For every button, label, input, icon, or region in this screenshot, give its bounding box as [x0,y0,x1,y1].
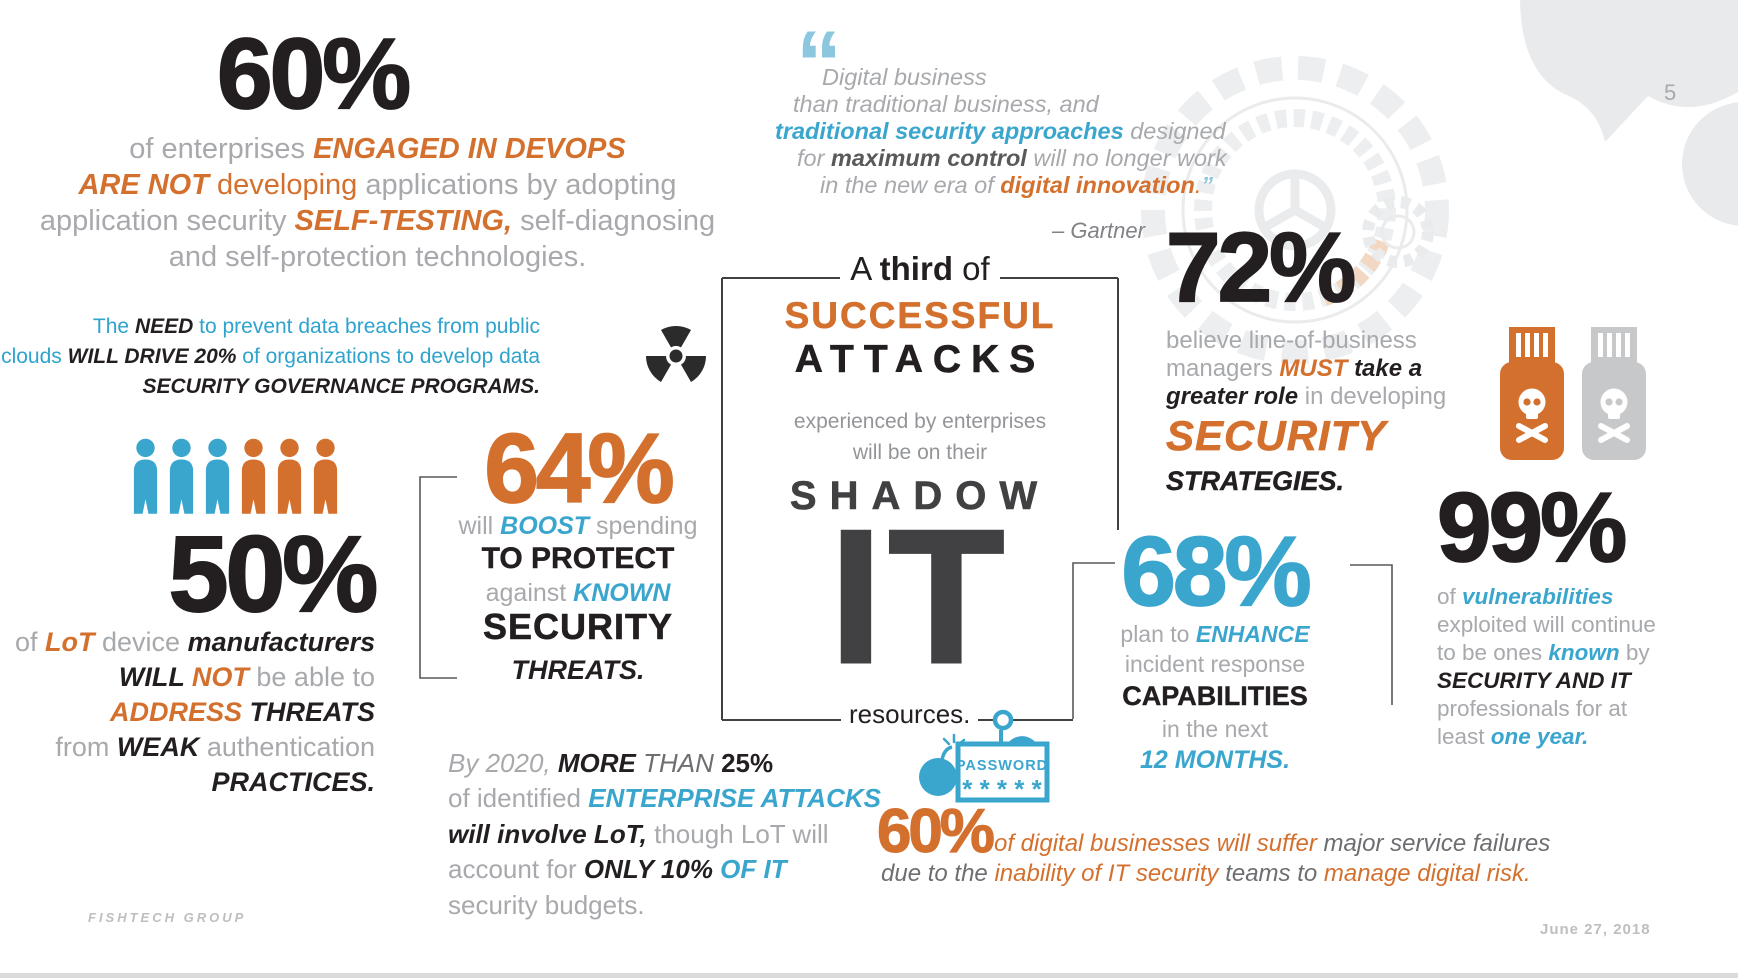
gears-watermark [1141,0,1738,364]
managers-text: believe line-of-business managers MUST ta… [1166,327,1446,411]
text-line: ADDRESS THREATS [109,697,375,727]
text-line: SECURITY AND IT [1437,668,1631,693]
usb-skull-drive-icon [1582,327,1646,460]
spending-line: SECURITY [482,606,674,648]
footer-date: June 27, 2018 [1540,921,1651,938]
text-line: The NEED to prevent data breaches from p… [92,315,540,338]
text-line: SECURITY GOVERNANCE PROGRAMS. [142,375,541,398]
spending-line: will BOOST spending [458,512,698,540]
spending-line: THREATS. [511,655,645,685]
text-line: ARE NOT developing applications by adopt… [78,169,677,201]
corner-bubble-arc [1682,102,1738,226]
spending-line: against KNOWN [485,579,671,607]
bottom-edge-bar [0,973,1738,978]
usb-skull-drive-icon [1500,327,1564,460]
people-row [130,437,341,515]
devops-text: of enterprises ENGAGED IN DEVOPS ARE NOT … [25,131,730,275]
text-line: will involve LoT, though LoT will [448,818,829,849]
text-line: of vulnerabilities [1437,584,1614,609]
stat-99-vulnerabilities: 99% [1436,472,1628,582]
quote-line: Digital business [822,64,987,90]
by2020-text: By 2020, MORE THAN 25% of identified ENTE… [448,746,881,923]
digital-line: due to the inability of IT security team… [881,860,1531,887]
managers-security: SECURITY [1166,412,1387,460]
person-icon [169,438,194,514]
iot-text: of LoT device manufacturers WILL NOT be a… [15,625,375,800]
password-box-icon: PASSWORD * * * * * [955,741,1050,804]
text-line: By 2020, MORE THAN 25% [448,748,774,778]
text-line: professionals for at [1437,696,1628,721]
bracket-68-right [1350,564,1393,705]
incident-line: CAPABILITIES [1122,681,1308,711]
text-line: security budgets. [448,889,645,920]
stat-68-incident: 68% [1120,516,1312,626]
text-line: believe line-of-business [1166,327,1417,354]
footer-brand: FISHTECH GROUP [88,910,247,925]
incident-line: 12 MONTHS. [1139,746,1291,774]
usb-icons [1500,327,1646,460]
password-bomb-icons: PASSWORD * * * * * [919,733,1050,804]
incident-line: incident response [1124,651,1306,677]
text-line: to be ones known by [1437,640,1650,665]
text-line: least one year. [1437,724,1589,749]
text-line: of enterprises ENGAGED IN DEVOPS [129,133,626,165]
stat-50-iot-block: 50% [15,513,380,634]
incident-line: in the next [1161,716,1269,742]
quote-open-icon: “ [796,13,842,115]
person-icon [313,438,338,514]
password-mask: * * * * * [962,774,1042,804]
text-line: application security SELF-TESTING, self-… [39,205,716,237]
text-line: account for ONLY 10% OF IT [448,854,787,885]
text-line: from WEAK authentication [55,732,375,762]
shadow-line-shadow: SHADOW [789,474,1051,519]
quote-line: in the new era of digital innovation.” [820,172,1214,198]
stat-72-managers: 72% [1165,212,1357,322]
stat-64-spending: 64% [483,413,675,523]
bracket-68-left [1072,562,1115,719]
quote-line: traditional security approaches designed [775,118,1226,144]
page-number: 5 [1664,80,1677,105]
stat-60-devops: 60% [216,18,412,130]
bracket-64 [419,476,457,679]
shadow-line-willbe: will be on their [852,441,988,464]
digital-line: of digital businesses will suffer major … [994,830,1551,857]
person-icon [277,438,302,514]
text-line: clouds WILL DRIVE 20% of organizations t… [1,345,540,368]
text-line: and self-protection technologies. [168,241,587,273]
text-line: of identified ENTERPRISE ATTACKS [448,783,881,814]
text-line: WILL NOT be able to [118,662,375,692]
managers-strategies: STRATEGIES. [1166,466,1345,496]
stat-50-iot: 50% [168,513,380,634]
shadow-line-it: IT [828,491,1011,703]
resources-label: resources. [841,699,979,729]
radiation-hazard-icon [646,326,706,382]
shadow-line-attacks: ATTACKS [794,338,1046,382]
quote-line: for maximum control will no longer work [797,145,1227,171]
shadow-line-successful: SUCCESSFUL [784,295,1056,337]
person-icon [241,438,266,514]
spending-line: TO PROTECT [481,542,675,575]
quote-line: than traditional business, and [793,91,1099,117]
quote-attribution: – Gartner [1052,218,1145,243]
person-icon [133,438,158,514]
shadow-line-experienced: experienced by enterprises [793,410,1047,433]
text-line: greater role in developing [1166,383,1447,410]
incident-line: plan to ENHANCE [1120,621,1310,647]
text-line: managers MUST take a [1166,355,1423,382]
shadow-heading-label: A third of [840,250,1000,288]
stat-60-digital: 60% [876,797,995,866]
shadow-box-heading: A third of [722,250,1118,288]
person-icon [205,438,230,514]
text-line: of LoT device manufacturers [15,627,376,657]
text-line: exploited will continue [1437,612,1656,637]
text-line: PRACTICES. [211,767,375,797]
corner-bubble [1520,0,1738,142]
password-label: PASSWORD [956,758,1048,774]
shadow-line-resources: resources. [841,699,979,729]
vulnerabilities-text: of vulnerabilities exploited will continu… [1437,583,1656,751]
governance-text: The NEED to prevent data breaches from p… [0,312,540,402]
